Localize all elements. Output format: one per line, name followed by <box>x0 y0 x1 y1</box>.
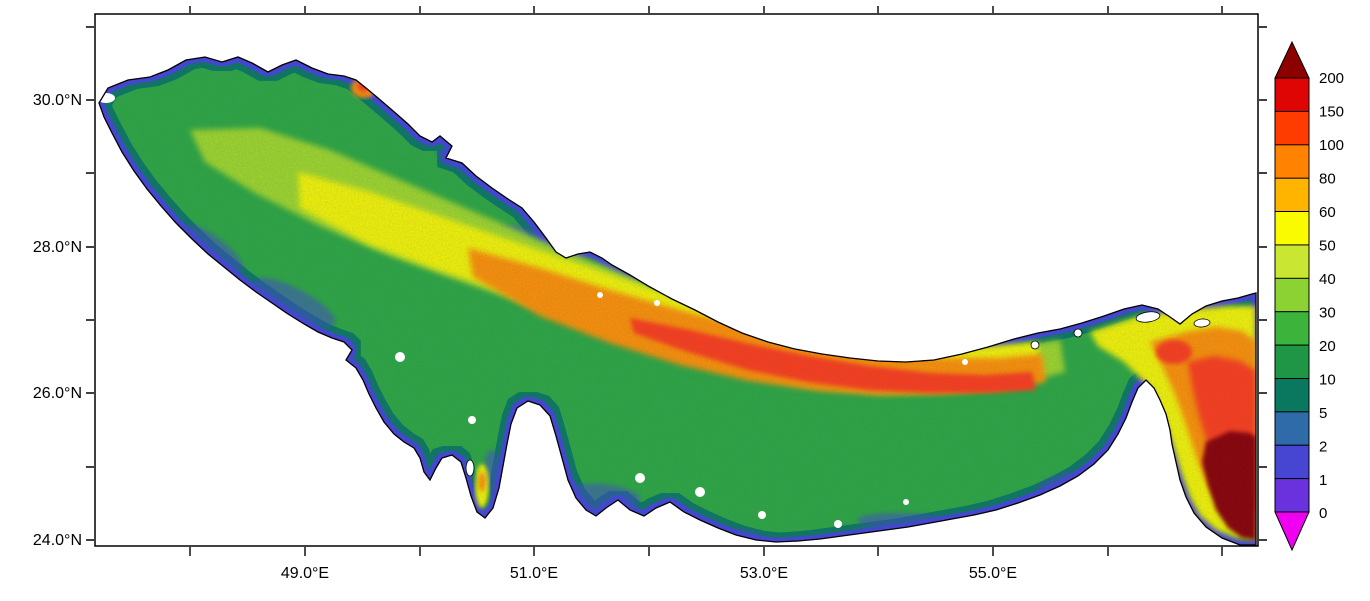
colorbar-label: 50 <box>1319 238 1336 255</box>
no-data-patch <box>758 511 766 519</box>
no-data-patch <box>635 473 645 483</box>
colorbar-band <box>1274 411 1310 446</box>
colorbar-label: 5 <box>1319 405 1327 422</box>
no-data-patch <box>597 292 603 298</box>
colorbar-label: 80 <box>1319 171 1336 188</box>
no-data-patch <box>468 416 476 424</box>
colorbar-band <box>1274 378 1310 413</box>
y-tick-label: 24.0°N <box>33 532 82 549</box>
colorbar-band <box>1274 244 1310 279</box>
no-data-patch <box>654 300 660 306</box>
y-axis-ticks-right <box>1259 26 1267 541</box>
colorbar-band <box>1274 277 1310 313</box>
no-data-patch <box>834 520 842 528</box>
colorbar-label: 60 <box>1319 204 1336 221</box>
colorbar-band <box>1274 77 1310 113</box>
no-data-patch <box>695 487 705 497</box>
y-tick-label: 26.0°N <box>33 385 82 402</box>
y-tick-label: 28.0°N <box>33 239 82 256</box>
colorbar-band <box>1274 344 1310 380</box>
x-axis-ticks-top <box>189 6 1223 13</box>
colorbar-label: 10 <box>1319 372 1336 389</box>
no-data-patch <box>903 499 909 505</box>
colorbar-label: 40 <box>1319 271 1336 288</box>
colorbar-band <box>1274 444 1310 480</box>
x-tick-label: 55.0°E <box>969 565 1017 582</box>
island <box>1193 318 1211 328</box>
no-data-patch <box>395 352 405 362</box>
x-tick-label: 53.0°E <box>740 565 788 582</box>
colorbar-label: 200 <box>1319 70 1344 87</box>
island <box>1073 328 1083 338</box>
colorbar-label: 0 <box>1319 505 1327 522</box>
island <box>465 459 475 477</box>
colorbar-label: 1 <box>1319 472 1327 489</box>
colorbar-arrow-bottom <box>1274 511 1310 552</box>
colorbar-label: 20 <box>1319 338 1336 355</box>
colorbar-band <box>1274 177 1310 213</box>
colorbar-band <box>1274 110 1310 146</box>
no-data-patches <box>99 93 1211 528</box>
colorbar-label: 150 <box>1319 104 1344 121</box>
no-data-patch <box>962 359 968 365</box>
colorbar: 200 150 100 80 60 50 40 30 20 10 5 2 1 0 <box>1274 40 1344 552</box>
island <box>1135 311 1161 323</box>
colorbar-band <box>1274 478 1310 513</box>
colorbar-arrow-top <box>1274 40 1310 79</box>
colorbar-label: 100 <box>1319 137 1344 154</box>
colorbar-label: 2 <box>1319 439 1327 456</box>
x-axis-ticks-bottom <box>189 547 1223 556</box>
island <box>1030 340 1040 350</box>
x-tick-label: 49.0°E <box>281 565 329 582</box>
colorbar-band <box>1274 144 1310 179</box>
x-tick-label: 51.0°E <box>510 565 558 582</box>
colorbar-band <box>1274 311 1310 346</box>
colorbar-band <box>1274 211 1310 246</box>
y-axis-ticks-left <box>86 26 94 541</box>
colorbar-label: 30 <box>1319 305 1336 322</box>
y-tick-label: 30.0°N <box>33 92 82 109</box>
